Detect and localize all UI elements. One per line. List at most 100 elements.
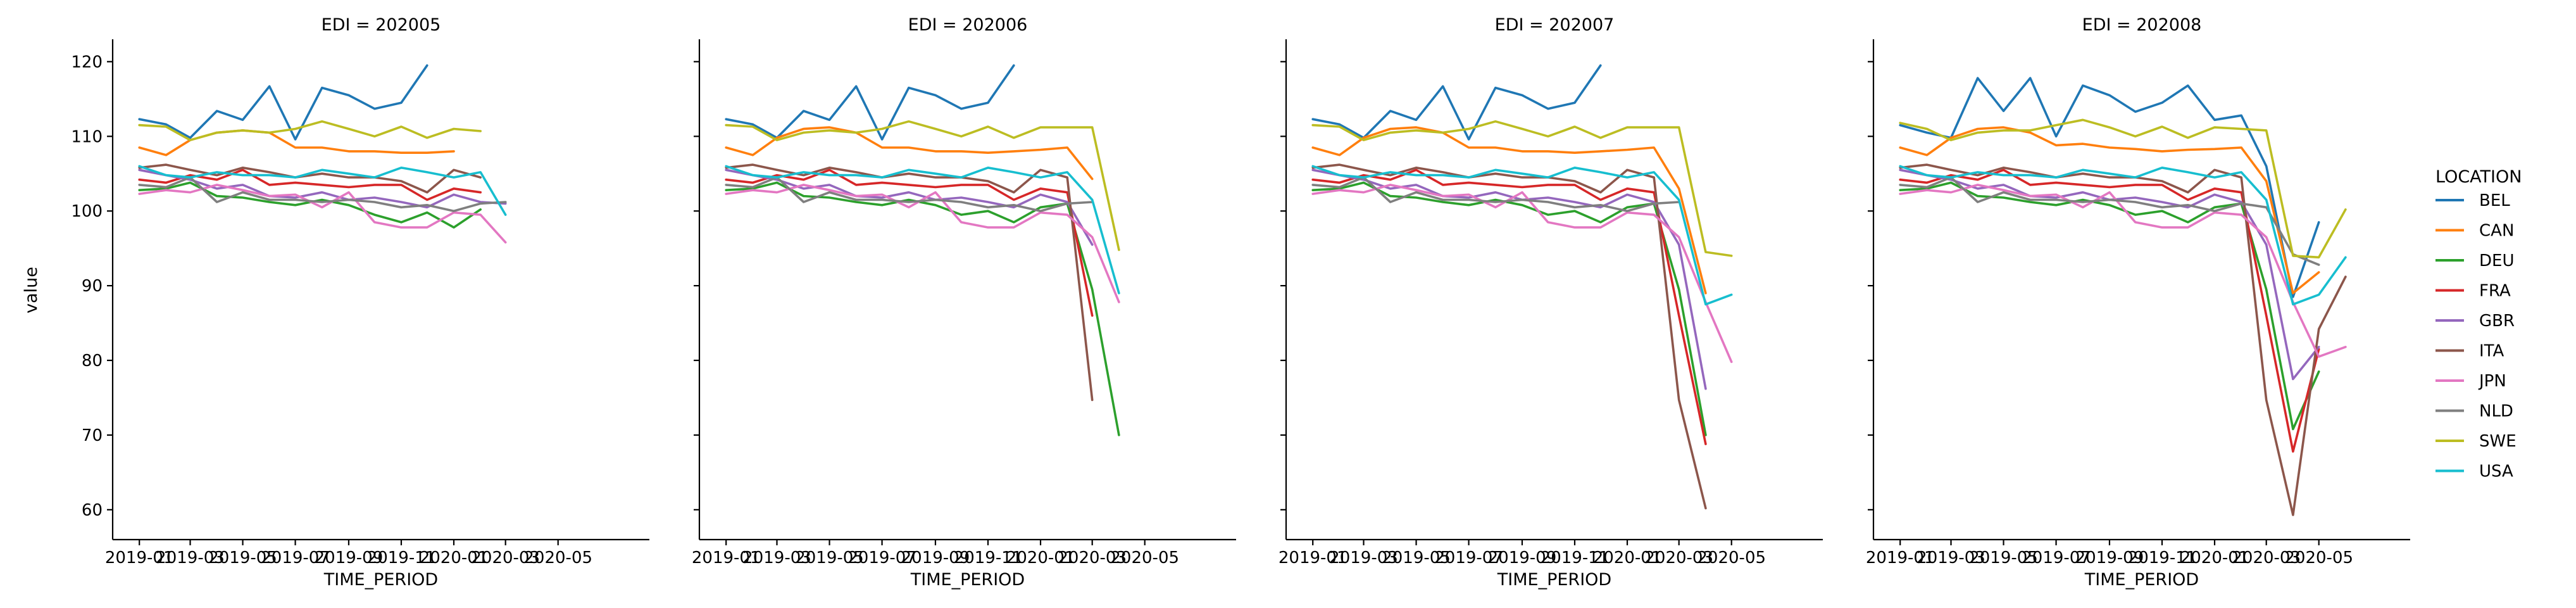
legend-label-ita: ITA bbox=[2479, 342, 2504, 361]
series-line-can bbox=[1311, 126, 1707, 294]
series-line-bel bbox=[1311, 64, 1602, 141]
legend-items: BEL CAN DEU FRA GBR ITA JPN NLD SWE USA bbox=[2435, 191, 2517, 481]
facet-title: EDI = 202008 bbox=[2082, 15, 2202, 35]
y-axis-title: value bbox=[22, 267, 41, 314]
series-line-gbr bbox=[1311, 168, 1707, 390]
series-line-can bbox=[1899, 126, 2320, 294]
x-tick-label: 2020-01 bbox=[1006, 548, 1075, 567]
x-axis-title: TIME_PERIOD bbox=[323, 570, 438, 590]
y-tick-label: 100 bbox=[71, 202, 103, 221]
x-tick-label: 2019-07 bbox=[847, 548, 916, 567]
x-axis-title: TIME_PERIOD bbox=[2084, 570, 2199, 590]
y-tick-label: 60 bbox=[82, 501, 103, 520]
x-tick-label: 2019-01 bbox=[1279, 548, 1347, 567]
x-tick-label: 2020-01 bbox=[1593, 548, 1662, 567]
y-tick-label: 120 bbox=[71, 53, 103, 72]
x-tick-label: 2020-03 bbox=[1058, 548, 1127, 567]
x-tick-label: 2020-01 bbox=[2180, 548, 2249, 567]
facet-panel: EDI = 202008 2019-012019-032019-052019-07… bbox=[1866, 15, 2410, 590]
series-line-usa bbox=[1311, 165, 1733, 306]
legend-label-jpn: JPN bbox=[2478, 372, 2506, 391]
x-tick-label: 2019-11 bbox=[2128, 548, 2197, 567]
series-line-swe bbox=[138, 120, 482, 141]
x-tick-label: 2020-03 bbox=[2232, 548, 2301, 567]
series-line-fra bbox=[1899, 168, 2320, 453]
x-tick-label: 2019-05 bbox=[1382, 548, 1451, 567]
series-line-ita bbox=[1311, 163, 1707, 510]
series-line-gbr bbox=[138, 168, 507, 209]
x-tick-label: 2020-05 bbox=[1697, 548, 1766, 567]
x-tick-label: 2019-01 bbox=[692, 548, 761, 567]
series-line-can bbox=[138, 129, 455, 156]
series-line-usa bbox=[1899, 165, 2347, 306]
x-tick-label: 2019-05 bbox=[1969, 548, 2038, 567]
series-line-nld bbox=[1311, 176, 1680, 213]
facet-panel: EDI = 202006 2019-012019-032019-052019-07… bbox=[692, 15, 1236, 590]
x-tick-label: 2020-03 bbox=[471, 548, 540, 567]
series-line-nld bbox=[725, 176, 1094, 213]
legend-label-usa: USA bbox=[2479, 462, 2513, 481]
x-tick-label: 2020-05 bbox=[523, 548, 592, 567]
x-tick-label: 2019-05 bbox=[795, 548, 864, 567]
series-line-can bbox=[725, 126, 1094, 180]
y-tick-label: 80 bbox=[82, 352, 103, 370]
x-tick-label: 2019-01 bbox=[1866, 548, 1935, 567]
series-line-usa bbox=[138, 165, 507, 216]
legend-label-bel: BEL bbox=[2479, 191, 2510, 210]
x-tick-label: 2019-03 bbox=[1916, 548, 1985, 567]
series-line-swe bbox=[1311, 120, 1733, 257]
x-tick-label: 2019-03 bbox=[742, 548, 811, 567]
x-tick-label: 2019-05 bbox=[208, 548, 277, 567]
x-tick-label: 2019-11 bbox=[367, 548, 436, 567]
series-line-deu bbox=[1311, 181, 1707, 436]
x-tick-label: 2020-05 bbox=[2284, 548, 2353, 567]
x-tick-label: 2019-07 bbox=[2022, 548, 2091, 567]
x-tick-label: 2019-07 bbox=[261, 548, 330, 567]
series-line-jpn bbox=[138, 184, 507, 244]
x-tick-label: 2019-09 bbox=[901, 548, 970, 567]
legend-label-nld: NLD bbox=[2479, 402, 2513, 421]
legend-label-fra: FRA bbox=[2479, 282, 2511, 301]
series-line-usa bbox=[725, 165, 1120, 294]
y-tick-label: 70 bbox=[82, 426, 103, 445]
x-tick-label: 2019-11 bbox=[1541, 548, 1610, 567]
series-line-deu bbox=[138, 181, 482, 229]
x-tick-label: 2020-01 bbox=[420, 548, 489, 567]
facet-panels: EDI = 202005607080901001101202019-012019… bbox=[71, 15, 2410, 590]
series-line-fra bbox=[1311, 168, 1707, 445]
legend: LOCATION BEL CAN DEU FRA GBR ITA JPN NLD SWE USA bbox=[2435, 167, 2522, 481]
legend-label-can: CAN bbox=[2479, 222, 2514, 241]
series-line-ita bbox=[725, 163, 1094, 402]
series-line-deu bbox=[725, 181, 1120, 436]
x-tick-label: 2019-09 bbox=[2075, 548, 2144, 567]
series-line-swe bbox=[1899, 118, 2347, 259]
facet-title: EDI = 202007 bbox=[1495, 15, 1615, 35]
y-tick-label: 90 bbox=[82, 277, 103, 296]
legend-title: LOCATION bbox=[2435, 167, 2522, 187]
y-tick-label: 110 bbox=[71, 127, 103, 146]
series-line-swe bbox=[725, 120, 1120, 251]
series-line-nld bbox=[1899, 176, 2320, 266]
x-tick-label: 2019-09 bbox=[315, 548, 384, 567]
series-line-bel bbox=[725, 64, 1015, 141]
series-line-bel bbox=[1899, 77, 2320, 298]
series-line-ita bbox=[138, 163, 482, 194]
series-line-gbr bbox=[1899, 168, 2320, 381]
x-axis-title: TIME_PERIOD bbox=[910, 570, 1025, 590]
series-line-bel bbox=[138, 64, 428, 141]
x-tick-label: 2019-03 bbox=[1329, 548, 1398, 567]
facet-panel: EDI = 202005607080901001101202019-012019… bbox=[71, 15, 649, 590]
x-tick-label: 2019-09 bbox=[1488, 548, 1557, 567]
series-line-gbr bbox=[725, 168, 1094, 246]
series-line-ita bbox=[1899, 163, 2347, 516]
legend-label-gbr: GBR bbox=[2479, 312, 2515, 331]
facet-title: EDI = 202006 bbox=[908, 15, 1028, 35]
x-axis-title: TIME_PERIOD bbox=[1497, 570, 1611, 590]
legend-label-swe: SWE bbox=[2479, 432, 2517, 451]
facet-title: EDI = 202005 bbox=[322, 15, 441, 35]
series-line-jpn bbox=[1311, 184, 1733, 364]
x-tick-label: 2019-03 bbox=[156, 548, 225, 567]
x-tick-label: 2020-03 bbox=[1644, 548, 1713, 567]
series-line-nld bbox=[138, 176, 507, 213]
